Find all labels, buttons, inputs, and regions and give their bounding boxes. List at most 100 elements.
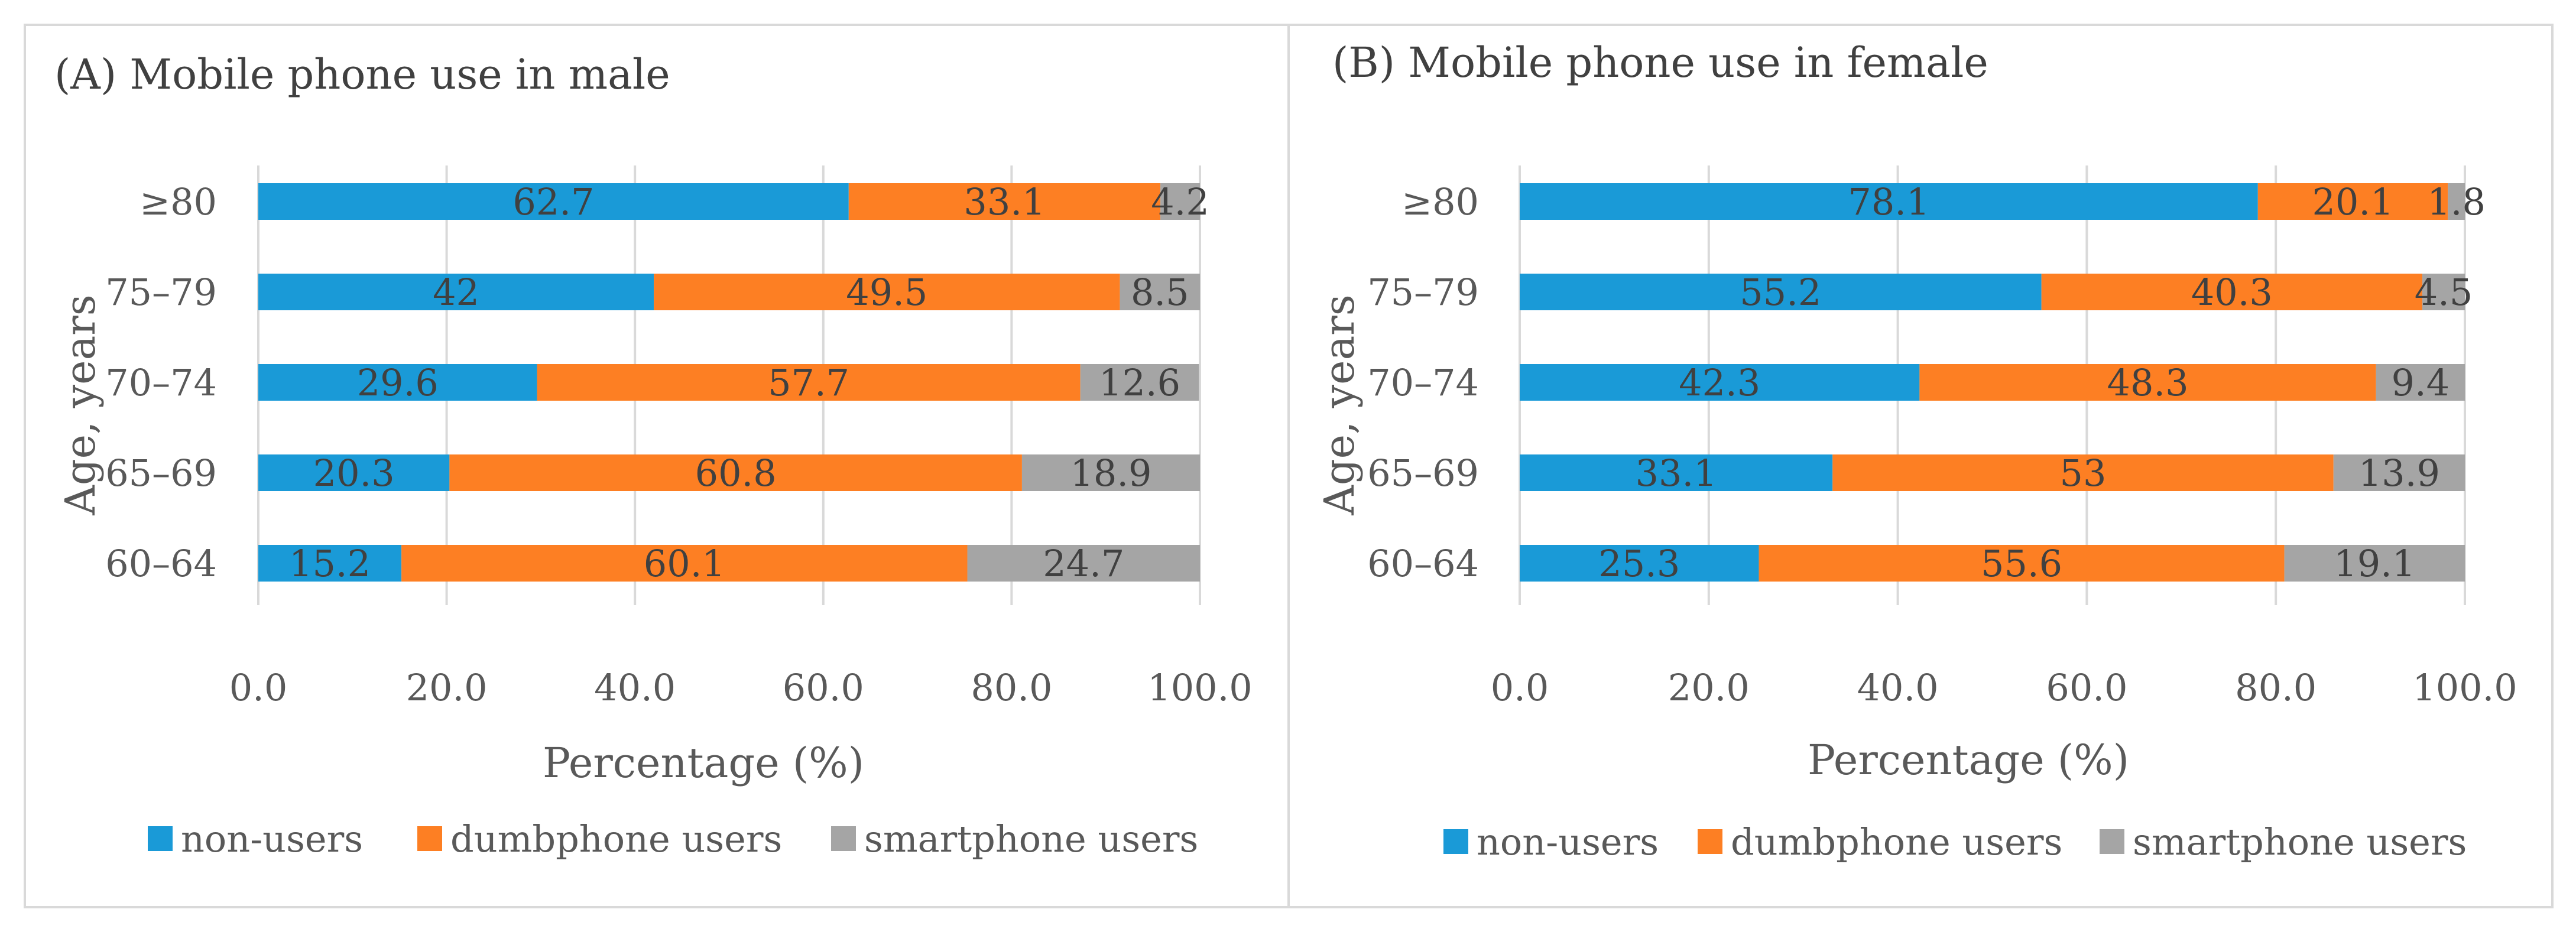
x-tick-label: 80.0 xyxy=(971,666,1052,709)
panel-female-title: (B) Mobile phone use in female xyxy=(1332,38,1988,87)
data-label-smartphone-users: 12.6 xyxy=(1099,361,1180,404)
bar-dumbphone-users xyxy=(2041,274,2423,310)
bar-smartphone-users xyxy=(2422,274,2465,310)
panel-female-plot: 0.0 20.0 40.0 60.0 80.0 100.0 78.1 20.1 1.8 ≥80 55… xyxy=(1367,165,2517,709)
data-label-dumbphone-users: 60.1 xyxy=(644,542,725,585)
data-label-non-users: 29.6 xyxy=(357,361,439,404)
panel-male-title: (A) Mobile phone use in male xyxy=(54,50,670,99)
category-label: 65–69 xyxy=(1367,452,1479,495)
legend-swatch-smartphone-users xyxy=(2100,829,2124,854)
legend-label-smartphone-users: smartphone users xyxy=(864,817,1198,860)
category-label: ≥80 xyxy=(1401,180,1479,223)
legend-label-dumbphone-users: dumbphone users xyxy=(1731,820,2062,863)
bar-smartphone-users xyxy=(2333,454,2465,491)
data-label-non-users: 62.7 xyxy=(512,180,594,223)
bar-dumbphone-users xyxy=(1759,545,2285,582)
x-tick-label: 20.0 xyxy=(1668,666,1750,709)
category-label: 70–74 xyxy=(1367,361,1479,404)
data-label-dumbphone-users: 53 xyxy=(2060,452,2107,495)
data-label-non-users: 15.2 xyxy=(289,542,371,585)
data-label-dumbphone-users: 49.5 xyxy=(846,271,927,314)
data-label-smartphone-users: 24.7 xyxy=(1043,542,1124,585)
data-label-non-users: 33.1 xyxy=(1636,452,1717,495)
legend-swatch-smartphone-users xyxy=(831,826,856,851)
data-label-dumbphone-users: 55.6 xyxy=(1981,542,2062,585)
bar-dumbphone-users xyxy=(537,364,1081,401)
data-label-non-users: 20.3 xyxy=(313,452,395,495)
x-tick-label: 80.0 xyxy=(2235,666,2317,709)
bar-smartphone-users xyxy=(2376,364,2465,401)
legend-label-smartphone-users: smartphone users xyxy=(2133,820,2467,863)
category-label: 60–64 xyxy=(1367,542,1479,585)
data-label-dumbphone-users: 60.8 xyxy=(695,452,777,495)
bar-non-users xyxy=(258,454,450,491)
category-label: 60–64 xyxy=(105,542,217,585)
data-label-dumbphone-users: 33.1 xyxy=(963,180,1045,223)
panel-male: (A) Mobile phone use in male 0.0 20.0 40.0… xyxy=(24,24,1290,908)
panel-female-y-axis-label: Age, years xyxy=(1315,294,1364,515)
data-label-dumbphone-users: 20.1 xyxy=(2312,180,2393,223)
data-label-smartphone-users: 19.1 xyxy=(2334,542,2415,585)
data-label-dumbphone-users: 40.3 xyxy=(2191,271,2273,314)
panel-male-legend: non-users dumbphone users smartphone use… xyxy=(148,817,1198,860)
panel-female-x-axis-label: Percentage (%) xyxy=(1808,736,2129,784)
bar-non-users xyxy=(1520,274,2042,310)
bar-non-users xyxy=(258,274,654,310)
data-label-smartphone-users: 8.5 xyxy=(1131,271,1189,314)
bar-non-users xyxy=(258,545,402,582)
x-tick-label: 0.0 xyxy=(229,666,288,709)
data-label-smartphone-users: 9.4 xyxy=(2392,361,2450,404)
bar-non-users xyxy=(1520,545,1759,582)
data-label-smartphone-users: 13.9 xyxy=(2358,452,2440,495)
panel-male-y-axis-label: Age, years xyxy=(56,294,105,515)
legend-swatch-non-users xyxy=(148,826,173,851)
bar-non-users xyxy=(258,364,537,401)
data-label-non-users: 42 xyxy=(433,271,479,314)
legend-swatch-non-users xyxy=(1443,829,1468,854)
data-label-smartphone-users: 18.9 xyxy=(1070,452,1151,495)
bar-smartphone-users xyxy=(1021,454,1200,491)
bar-smartphone-users xyxy=(967,545,1200,582)
x-tick-label: 60.0 xyxy=(783,666,864,709)
legend-label-non-users: non-users xyxy=(181,817,363,860)
bar-dumbphone-users xyxy=(2257,183,2448,220)
bar-dumbphone-users xyxy=(848,183,1161,220)
category-label: ≥80 xyxy=(139,180,217,223)
bar-smartphone-users xyxy=(2448,183,2465,220)
category-label: 65–69 xyxy=(105,452,217,495)
bar-dumbphone-users xyxy=(1832,454,2334,491)
bar-smartphone-users xyxy=(1080,364,1199,401)
bar-non-users xyxy=(1520,183,2258,220)
x-tick-label: 100.0 xyxy=(2412,666,2517,709)
x-tick-label: 20.0 xyxy=(406,666,488,709)
data-label-non-users: 55.2 xyxy=(1740,271,1821,314)
data-label-smartphone-users: 4.5 xyxy=(2415,271,2473,314)
x-tick-label: 60.0 xyxy=(2046,666,2127,709)
bar-dumbphone-users xyxy=(654,274,1120,310)
data-label-non-users: 42.3 xyxy=(1679,361,1760,404)
panel-male-x-axis-label: Percentage (%) xyxy=(543,739,864,787)
category-label: 75–79 xyxy=(1367,271,1479,314)
x-tick-label: 40.0 xyxy=(594,666,676,709)
bar-non-users xyxy=(1520,364,1920,401)
legend-swatch-dumbphone-users xyxy=(417,826,442,851)
data-label-smartphone-users: 4.2 xyxy=(1151,180,1209,223)
bar-dumbphone-users xyxy=(1919,364,2376,401)
bar-dumbphone-users xyxy=(401,545,968,582)
category-label: 70–74 xyxy=(105,361,217,404)
data-label-non-users: 25.3 xyxy=(1598,542,1680,585)
panel-female: (B) Mobile phone use in female 0.0 20.0 40… xyxy=(1287,24,2554,908)
x-tick-label: 40.0 xyxy=(1857,666,1939,709)
legend-label-dumbphone-users: dumbphone users xyxy=(450,817,782,860)
legend-swatch-dumbphone-users xyxy=(1698,829,1722,854)
data-label-non-users: 78.1 xyxy=(1848,180,1929,223)
x-tick-label: 0.0 xyxy=(1491,666,1549,709)
category-label: 75–79 xyxy=(105,271,217,314)
bar-smartphone-users xyxy=(2284,545,2465,582)
x-tick-label: 100.0 xyxy=(1147,666,1253,709)
data-label-smartphone-users: 1.8 xyxy=(2427,180,2486,223)
bar-dumbphone-users xyxy=(449,454,1022,491)
bar-non-users xyxy=(1520,454,1833,491)
panel-female-legend: non-users dumbphone users smartphone use… xyxy=(1443,820,2467,863)
